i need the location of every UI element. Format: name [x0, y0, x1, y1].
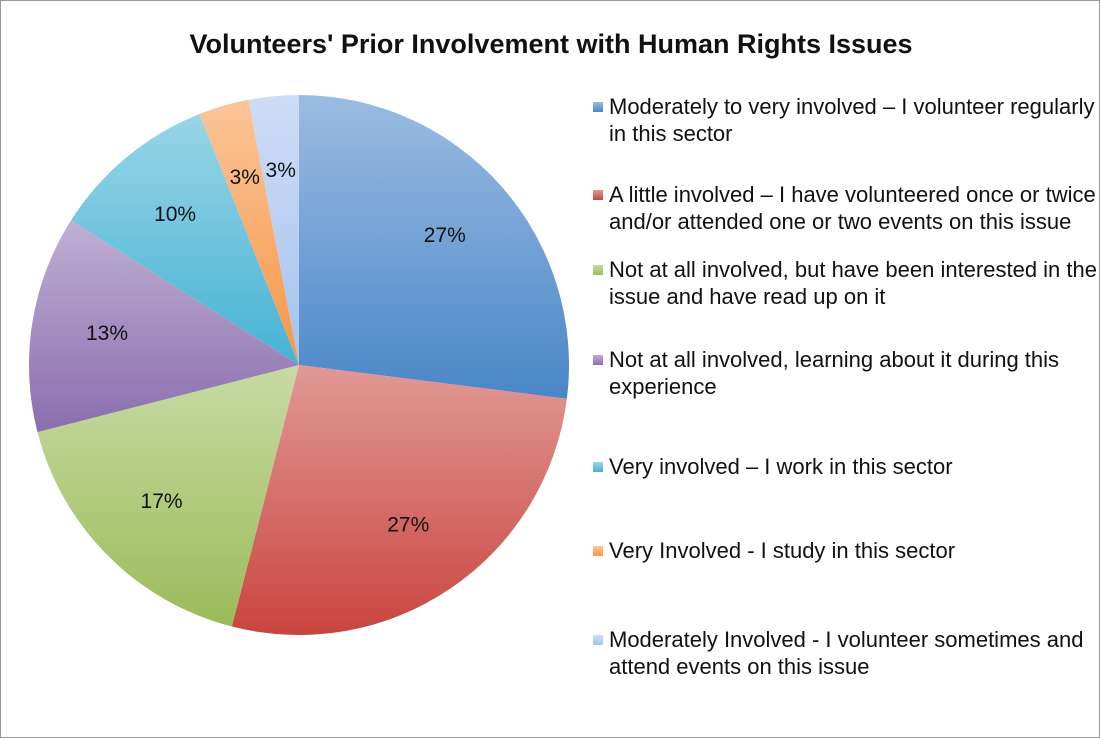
- pie-slice: [248, 95, 299, 365]
- legend-swatch: [593, 265, 603, 275]
- data-label: 27%: [424, 224, 466, 247]
- legend-swatch: [593, 462, 603, 472]
- legend-swatch: [593, 102, 603, 112]
- legend-label: Moderately to very involved – I voluntee…: [609, 94, 1095, 146]
- pie-slice: [299, 95, 569, 399]
- legend-label: Not at all involved, but have been inter…: [609, 257, 1097, 309]
- pie-slice: [71, 113, 299, 365]
- data-label: 17%: [141, 490, 183, 513]
- data-label: 13%: [86, 322, 128, 345]
- legend-label: Not at all involved, learning about it d…: [609, 347, 1060, 399]
- data-label: 3%: [230, 166, 260, 189]
- data-label: 10%: [154, 203, 196, 226]
- legend-swatch: [593, 355, 603, 365]
- legend-swatch: [593, 190, 603, 200]
- data-label: 3%: [266, 159, 296, 182]
- pie-slice: [231, 365, 567, 635]
- legend-label: Very involved – I work in this sector: [609, 454, 953, 479]
- legend-label: Moderately Involved - I volunteer someti…: [609, 627, 1084, 679]
- legend-swatch: [593, 546, 603, 556]
- pie-slice: [29, 220, 300, 433]
- pie-slice: [37, 365, 300, 627]
- pie-slice: [199, 99, 299, 365]
- data-label: 27%: [387, 513, 429, 536]
- legend-label: Very Involved - I study in this sector: [609, 538, 956, 563]
- legend-label: A little involved – I have volunteered o…: [609, 182, 1096, 234]
- chart-title: Volunteers' Prior Involvement with Human…: [189, 29, 913, 59]
- legend-swatch: [593, 635, 603, 645]
